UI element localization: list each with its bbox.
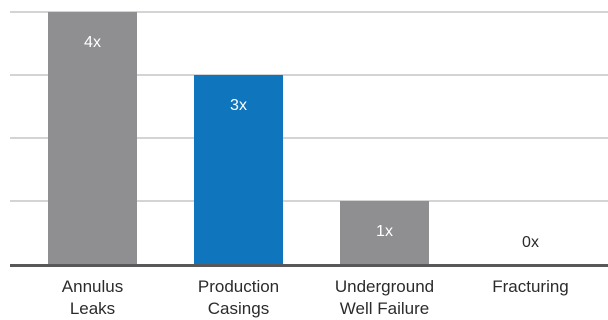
category-label-line: Leaks: [70, 299, 115, 318]
category-label-line: Annulus: [62, 277, 123, 296]
category-label-line: Casings: [208, 299, 269, 318]
category-label-line: Well Failure: [340, 299, 429, 318]
category-label-line: Underground: [335, 277, 434, 296]
data-label: 1x: [376, 223, 393, 240]
data-label: 3x: [230, 97, 247, 114]
category-label-line: Fracturing: [492, 277, 569, 296]
bar: [194, 75, 283, 264]
category-label-line: Production: [198, 277, 279, 296]
category-label: Annulus Leaks: [62, 277, 123, 318]
category-label: Fracturing: [492, 277, 569, 296]
data-label: 0x: [522, 234, 539, 251]
data-label: 4x: [84, 34, 101, 51]
category-label: Underground Well Failure: [335, 277, 434, 318]
bar: [340, 201, 429, 264]
bar: [48, 12, 137, 264]
category-label: Production Casings: [198, 277, 279, 318]
